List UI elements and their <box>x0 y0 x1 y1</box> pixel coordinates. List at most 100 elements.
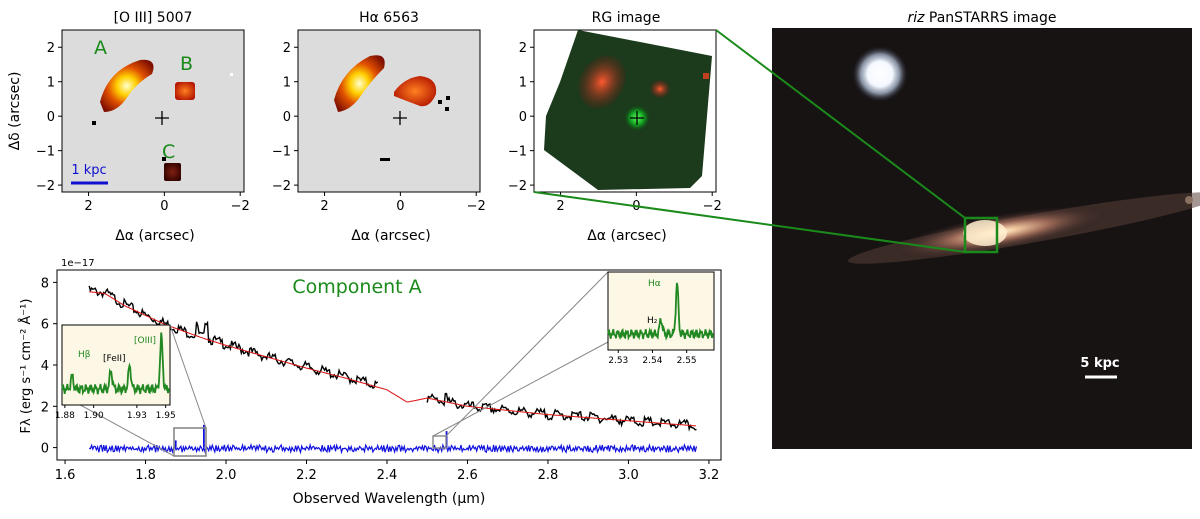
halpha-blob-a <box>334 55 385 112</box>
zoom-box <box>963 216 999 254</box>
halpha-zoom-box <box>432 435 447 449</box>
rg-title: RG image <box>592 10 661 26</box>
rg-image-panel: RG image 2 1 0 −1 −2 20−2 Δα (arcsec) <box>508 10 722 244</box>
hbeta-label: Hβ <box>78 350 91 360</box>
oiii-map-panel: [O III] 5007 A B C 1 kpc 2 1 0 −1 −2 2 0 −2 Δα… <box>7 10 250 244</box>
halpha-inset-spectrum <box>607 282 715 341</box>
y-tick-label: 1 <box>283 76 291 91</box>
oiii-pixel <box>162 157 166 161</box>
oiii-x-axis: 2 0 −2 <box>84 192 250 214</box>
y-tick-label: 1 <box>47 76 55 91</box>
spectrum-plot <box>88 285 698 455</box>
rg-xlabel: Δα (arcsec) <box>587 228 667 244</box>
halpha-map-panel: Hα 6563 2 1 0 −1 −2 2 0 −2 Δα (arcsec) <box>272 10 486 244</box>
rg-y-axis: 2 1 0 −1 −2 <box>508 41 534 194</box>
x-tick-label: 1.8 <box>135 468 156 483</box>
hbeta-inset-x-axis: 1.88 1.90 1.93 1.95 <box>55 405 176 421</box>
star <box>852 46 908 102</box>
scalebar-1kpc-label: 1 kpc <box>71 163 106 178</box>
halpha-inset: 2.53 2.54 2.55 Hα H₂ <box>607 271 715 366</box>
y-tick-label: 0 <box>47 110 55 125</box>
panstarrs-panel: riz PanSTARRS image 5 kpc <box>772 10 1200 449</box>
panstarrs-title-filters: riz <box>907 10 925 26</box>
label-b: B <box>180 53 193 75</box>
spectrum-offset-label: 1e−17 <box>61 258 95 269</box>
zoom-connector-bottom <box>533 191 966 253</box>
y-tick-label: 0 <box>41 442 49 457</box>
y-tick-label: 6 <box>41 318 49 333</box>
x-tick-label: 2 <box>84 199 92 214</box>
halpha-inset-x-axis: 2.53 2.54 2.55 <box>608 350 697 366</box>
halpha-pixel <box>438 100 442 104</box>
spectrum-data-line <box>426 392 697 432</box>
y-tick-label: 2 <box>519 41 527 56</box>
halpha-connector-right <box>445 271 609 437</box>
inset-tick-label: 1.88 <box>55 411 75 421</box>
y-tick-label: 2 <box>41 400 49 415</box>
oiii-blob-a <box>100 59 154 112</box>
x-tick-label: 2.6 <box>457 468 478 483</box>
spectrum-panel: 1e−17 Component A 1.6 1.8 2.0 2.2 2.4 2.6 2.8 3… <box>18 258 722 507</box>
y-tick-label: −1 <box>272 145 291 160</box>
scalebar-5kpc-label: 5 kpc <box>1080 356 1119 371</box>
halpha-title: Hα 6563 <box>359 10 419 26</box>
spectrum-axes: 1.6 1.8 2.0 2.2 2.4 2.6 2.8 3.0 3.2 0 2 4 6 8 <box>41 276 720 483</box>
background-source <box>1185 196 1193 204</box>
rg-x-axis: 20−2 <box>556 192 722 214</box>
oiii-center-cross <box>155 111 169 125</box>
y-tick-label: 2 <box>283 41 291 56</box>
galaxy-nucleus <box>963 220 1007 246</box>
spectrum-title: Component A <box>292 276 421 298</box>
x-tick-label: 0 <box>396 199 404 214</box>
y-tick-label: −1 <box>508 145 527 160</box>
rg-center-cross <box>630 111 644 125</box>
zoom-connector-top <box>715 29 966 219</box>
x-tick-label: 2.0 <box>216 468 237 483</box>
y-tick-label: −2 <box>272 179 291 194</box>
oiii-blob-b <box>175 82 195 100</box>
hbeta-zoom-box <box>173 427 207 457</box>
y-tick-label: 4 <box>41 359 49 374</box>
oiii-xlabel: Δα (arcsec) <box>115 228 195 244</box>
halpha-center-cross <box>393 111 407 125</box>
oiii-pixel <box>230 73 233 76</box>
y-tick-label: −2 <box>508 179 527 194</box>
inset-tick-label: 2.54 <box>642 356 662 366</box>
oiii-y-axis: 2 1 0 −1 −2 <box>36 41 62 194</box>
halpha-map-frame <box>297 29 481 193</box>
oiii-pixel <box>92 121 96 125</box>
oiii-title: [O III] 5007 <box>114 10 193 26</box>
spectrum-model-line <box>89 291 697 427</box>
h2-label: H₂ <box>647 316 658 326</box>
spectrum-xlabel: Observed Wavelength (μm) <box>293 491 486 507</box>
x-tick-label: 2.8 <box>538 468 559 483</box>
y-tick-label: 1 <box>519 76 527 91</box>
x-tick-label: −2 <box>231 199 250 214</box>
y-tick-label: 0 <box>283 110 291 125</box>
feii-label: [FeII] <box>103 354 126 364</box>
oiii-label: [OIII] <box>134 336 156 346</box>
halpha-x-axis: 2 0 −2 <box>320 192 486 214</box>
halpha-pixel <box>380 158 390 161</box>
x-tick-label: 0 <box>160 199 168 214</box>
oiii-ylabel: Δδ (arcsec) <box>7 72 23 151</box>
halpha-xlabel: Δα (arcsec) <box>351 228 431 244</box>
halpha-y-axis: 2 1 0 −1 −2 <box>272 41 298 194</box>
panstarrs-title: riz PanSTARRS image <box>907 10 1056 26</box>
y-tick-label: 2 <box>47 41 55 56</box>
rg-red-blob-a <box>578 55 626 109</box>
rg-pixel <box>703 73 709 79</box>
inset-tick-label: 2.53 <box>608 356 628 366</box>
x-tick-label: 2 <box>556 199 564 214</box>
oiii-map-frame <box>61 29 245 193</box>
x-tick-label: 2.2 <box>296 468 317 483</box>
halpha-blob-b <box>394 76 437 107</box>
halpha-pixel <box>445 107 449 111</box>
oiii-blob-c <box>164 163 181 181</box>
spectrum-ylabel: Fλ (erg s⁻¹ cm⁻² Å⁻¹) <box>18 299 34 434</box>
inset-tick-label: 2.55 <box>677 356 697 366</box>
halpha-label: Hα <box>648 279 661 289</box>
spectrum-residual-line <box>89 442 698 455</box>
y-tick-label: 0 <box>519 110 527 125</box>
